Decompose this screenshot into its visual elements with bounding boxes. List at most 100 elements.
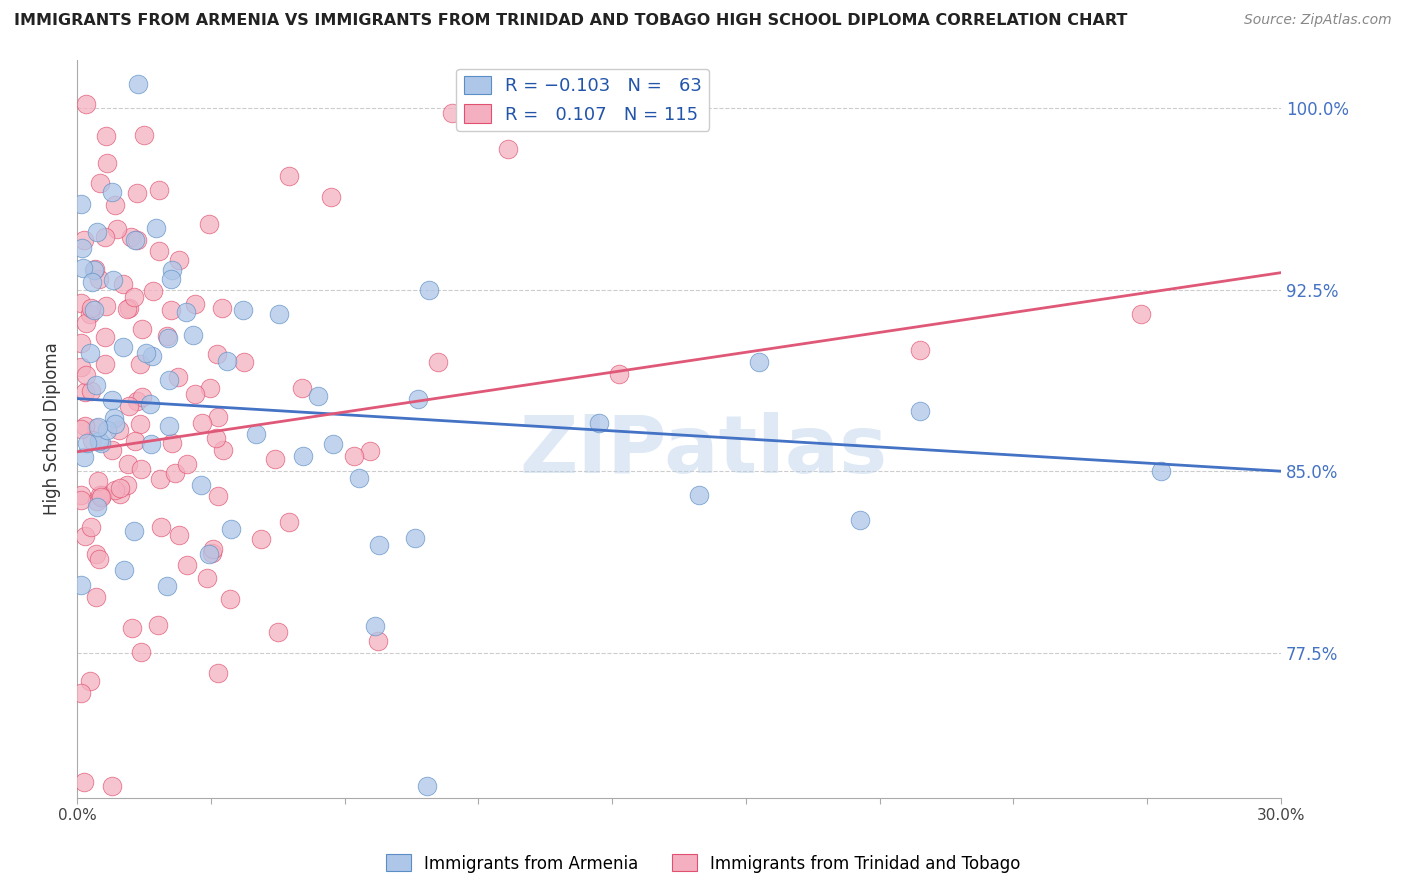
- Point: [103, 417, 125, 432]
- Point: [181, 328, 204, 343]
- Point: [75, 316, 97, 330]
- Point: [75, 96, 97, 111]
- Point: [157, 418, 180, 433]
- Point: [94, 330, 117, 344]
- Point: [129, 357, 152, 371]
- Point: [292, 449, 315, 463]
- Point: [94, 357, 117, 371]
- Point: [135, 346, 157, 360]
- Point: [132, 128, 155, 142]
- Point: [107, 221, 129, 235]
- Point: [321, 190, 343, 204]
- Point: [165, 466, 187, 480]
- Point: [79, 346, 101, 360]
- Point: [167, 369, 190, 384]
- Point: [89, 176, 111, 190]
- Point: [1129, 307, 1152, 321]
- Point: [205, 347, 228, 361]
- Point: [142, 285, 165, 299]
- Point: [108, 423, 131, 437]
- Point: [157, 331, 180, 345]
- Point: [232, 303, 254, 318]
- Point: [117, 478, 139, 492]
- Point: [174, 304, 197, 318]
- Point: [83, 263, 105, 277]
- Point: [108, 486, 131, 500]
- Point: [160, 302, 183, 317]
- Point: [176, 558, 198, 573]
- Point: [156, 579, 179, 593]
- Point: [202, 541, 225, 556]
- Point: [198, 217, 221, 231]
- Point: [79, 674, 101, 689]
- Point: [76, 436, 98, 450]
- Point: [120, 230, 142, 244]
- Point: [232, 355, 254, 369]
- Point: [122, 524, 145, 538]
- Point: [748, 355, 770, 369]
- Point: [121, 621, 143, 635]
- Point: [215, 353, 238, 368]
- Point: [84, 262, 107, 277]
- Point: [100, 185, 122, 199]
- Point: [141, 350, 163, 364]
- Point: [124, 233, 146, 247]
- Y-axis label: High School Diploma: High School Diploma: [44, 343, 60, 516]
- Point: [112, 563, 135, 577]
- Point: [198, 547, 221, 561]
- Point: [156, 329, 179, 343]
- Point: [688, 488, 710, 502]
- Point: [80, 433, 103, 447]
- Point: [908, 403, 931, 417]
- Point: [160, 272, 183, 286]
- Point: [848, 513, 870, 527]
- Point: [167, 253, 190, 268]
- Point: [131, 390, 153, 404]
- Point: [129, 645, 152, 659]
- Point: [148, 183, 170, 197]
- Point: [148, 617, 170, 632]
- Point: [245, 427, 267, 442]
- Point: [278, 515, 301, 529]
- Point: [111, 277, 134, 291]
- Point: [1149, 464, 1171, 478]
- Point: [70, 578, 93, 592]
- Point: [148, 244, 170, 259]
- Point: [73, 450, 96, 464]
- Point: [191, 416, 214, 430]
- Point: [83, 303, 105, 318]
- Point: [908, 343, 931, 358]
- Point: [84, 547, 107, 561]
- Legend: Immigrants from Armenia, Immigrants from Trinidad and Tobago: Immigrants from Armenia, Immigrants from…: [380, 847, 1026, 880]
- Point: [219, 592, 242, 607]
- Point: [70, 336, 93, 351]
- Point: [267, 624, 290, 639]
- Point: [364, 619, 387, 633]
- Point: [406, 392, 429, 406]
- Point: [211, 301, 233, 315]
- Point: [138, 396, 160, 410]
- Point: [368, 538, 391, 552]
- Point: [278, 169, 301, 183]
- Point: [72, 233, 94, 247]
- Point: [75, 385, 97, 400]
- Point: [82, 275, 104, 289]
- Point: [128, 417, 150, 431]
- Point: [307, 389, 329, 403]
- Point: [75, 419, 97, 434]
- Point: [249, 532, 271, 546]
- Point: [207, 666, 229, 681]
- Point: [87, 474, 110, 488]
- Point: [94, 230, 117, 244]
- Point: [169, 527, 191, 541]
- Point: [418, 283, 440, 297]
- Point: [111, 340, 134, 354]
- Point: [160, 262, 183, 277]
- Point: [84, 378, 107, 392]
- Text: IMMIGRANTS FROM ARMENIA VS IMMIGRANTS FROM TRINIDAD AND TOBAGO HIGH SCHOOL DIPLO: IMMIGRANTS FROM ARMENIA VS IMMIGRANTS FR…: [14, 13, 1128, 29]
- Point: [70, 296, 93, 310]
- Point: [367, 634, 389, 648]
- Point: [149, 520, 172, 534]
- Point: [94, 129, 117, 144]
- Point: [160, 435, 183, 450]
